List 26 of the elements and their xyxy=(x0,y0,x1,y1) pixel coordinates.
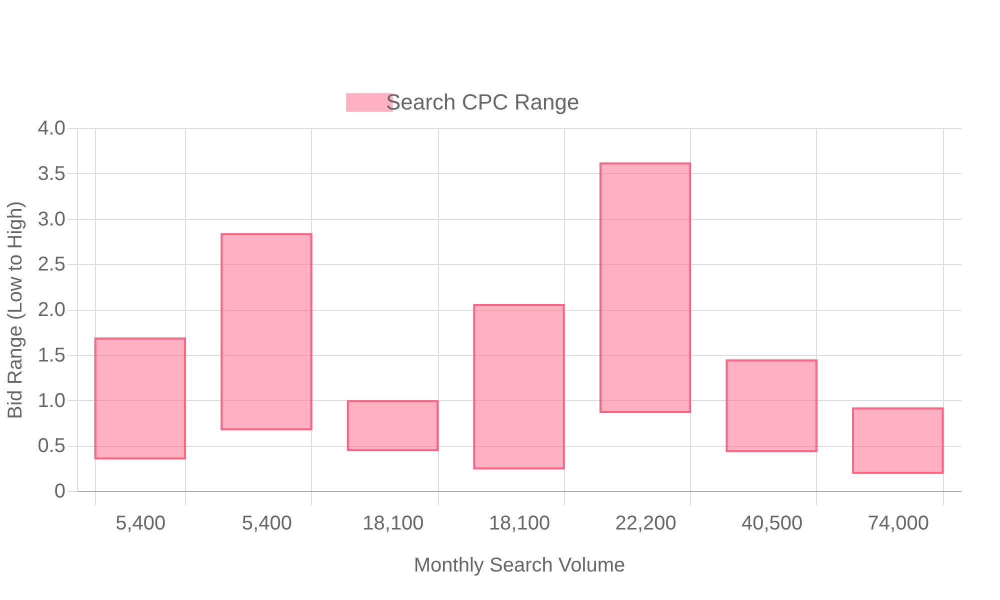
y-tick-label: 0.5 xyxy=(38,435,66,458)
bar xyxy=(94,338,186,460)
legend-label: Search CPC Range xyxy=(386,90,580,114)
bar xyxy=(852,407,944,474)
y-tick-label: 3.5 xyxy=(38,162,66,185)
y-tick-label: 3.0 xyxy=(38,208,66,230)
bar xyxy=(346,400,439,452)
bar xyxy=(726,359,818,452)
x-tick-label: 22,200 xyxy=(615,512,676,534)
y-tick-label: 2.0 xyxy=(38,299,66,321)
x-tick-label: 74,000 xyxy=(868,512,929,534)
x-tick-label: 5,400 xyxy=(242,512,292,534)
y-tick-label: 1.5 xyxy=(38,344,66,366)
bar xyxy=(220,233,312,430)
y-axis-title: Bid Range (Low to High) xyxy=(4,201,27,419)
y-tick-label: 4.0 xyxy=(38,118,66,140)
bar xyxy=(473,304,565,470)
y-tick-label: 0 xyxy=(54,480,66,502)
x-tick-label: 40,500 xyxy=(741,512,803,534)
x-tick-label: 18,100 xyxy=(488,512,550,534)
x-tick-label: 18,100 xyxy=(362,512,424,534)
bar xyxy=(599,162,692,414)
x-tick-label: 5,400 xyxy=(116,512,166,534)
y-tick-label: 2.5 xyxy=(38,254,66,276)
y-tick-label: 1.0 xyxy=(38,390,66,412)
x-axis-title: Monthly Search Volume xyxy=(414,554,626,576)
